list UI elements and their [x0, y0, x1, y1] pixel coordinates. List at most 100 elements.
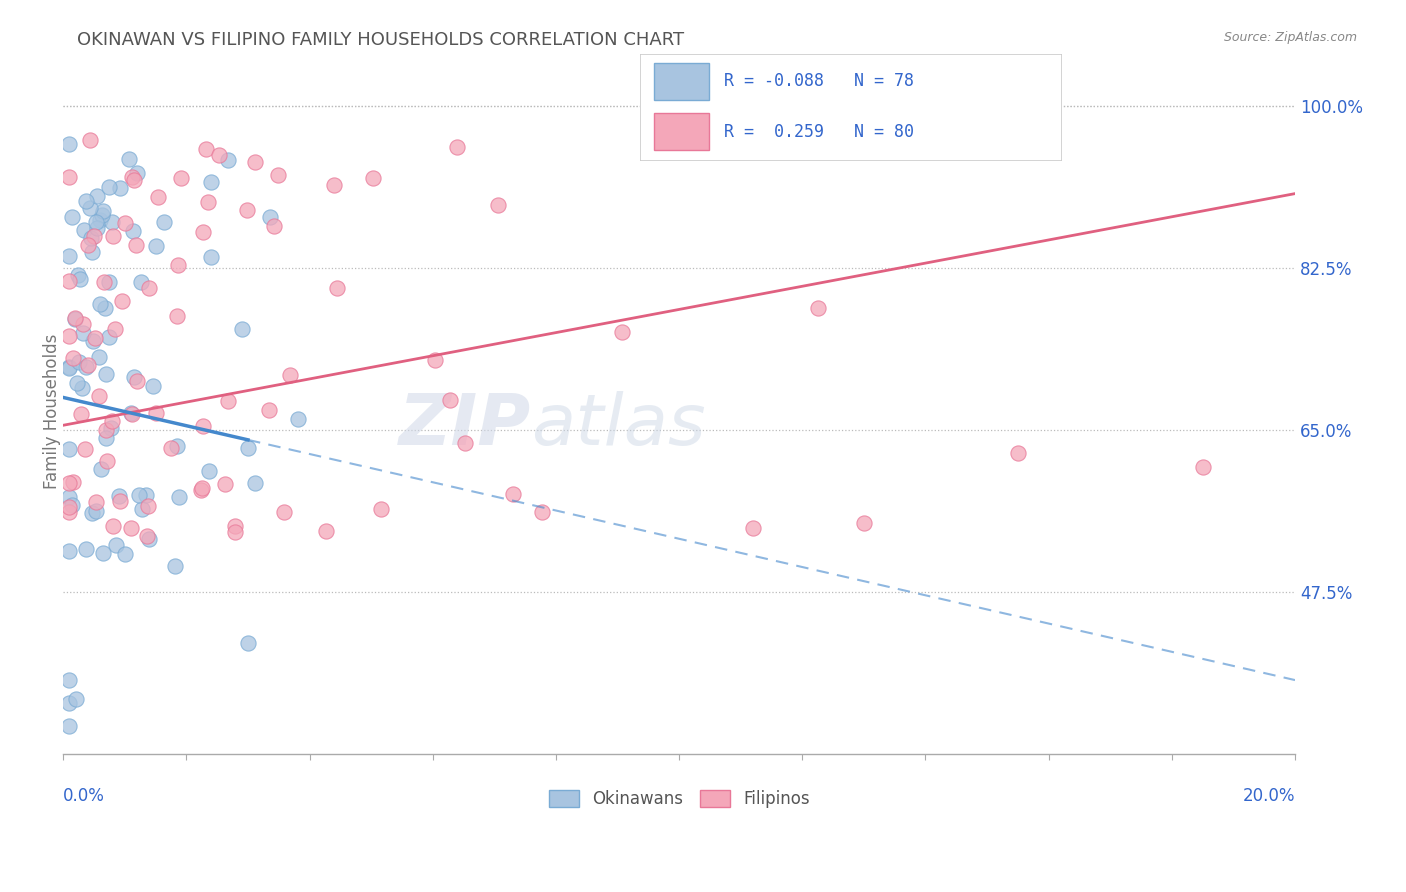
Point: [94, 431, 117, 445]
Point: [86, 221, 108, 235]
Point: [159, 441, 181, 455]
Point: [127, 375, 149, 389]
Point: [224, 519, 246, 533]
Point: [58, 673, 80, 687]
Point: [62, 475, 84, 489]
Point: [224, 525, 246, 540]
Point: [58, 137, 80, 152]
Point: [146, 190, 169, 204]
Text: 20.0%: 20.0%: [1243, 787, 1295, 805]
Point: [165, 558, 187, 573]
Point: [323, 178, 346, 192]
Point: [120, 406, 142, 420]
Point: [145, 239, 167, 253]
Point: [94, 423, 117, 437]
Point: [197, 194, 219, 209]
Point: [58, 274, 80, 288]
Point: [315, 524, 337, 538]
Point: [243, 475, 266, 490]
Text: Source: ZipAtlas.com: Source: ZipAtlas.com: [1223, 31, 1357, 45]
Point: [58, 719, 80, 733]
Point: [122, 224, 145, 238]
Point: [108, 180, 131, 194]
Point: [101, 518, 124, 533]
Point: [86, 188, 108, 202]
Point: [166, 309, 188, 323]
Point: [807, 301, 830, 316]
Point: [82, 334, 104, 349]
Point: [58, 696, 80, 710]
Point: [80, 244, 103, 259]
Point: [610, 325, 633, 339]
Point: [80, 506, 103, 520]
Point: [66, 268, 89, 282]
Point: [101, 215, 124, 229]
Point: [90, 461, 112, 475]
Point: [66, 376, 89, 390]
Point: [138, 532, 160, 546]
FancyBboxPatch shape: [655, 113, 710, 151]
Point: [135, 488, 157, 502]
Point: [60, 498, 83, 512]
Point: [75, 194, 97, 208]
Point: [94, 301, 117, 315]
Point: [454, 435, 477, 450]
Point: [257, 402, 280, 417]
Point: [263, 219, 285, 233]
Point: [214, 476, 236, 491]
Point: [131, 502, 153, 516]
Point: [72, 317, 94, 331]
Point: [267, 168, 290, 182]
Point: [98, 180, 121, 194]
Point: [58, 360, 80, 375]
Point: [125, 238, 148, 252]
Point: [486, 198, 509, 212]
Point: [138, 281, 160, 295]
Point: [58, 544, 80, 558]
Point: [287, 412, 309, 426]
Y-axis label: Family Households: Family Households: [44, 334, 60, 489]
Text: R = -0.088   N = 78: R = -0.088 N = 78: [724, 72, 914, 90]
Point: [446, 139, 468, 153]
Point: [65, 691, 87, 706]
Point: [114, 216, 136, 230]
Point: [69, 272, 91, 286]
Point: [83, 229, 105, 244]
Point: [191, 419, 214, 434]
Point: [89, 213, 111, 227]
Point: [100, 420, 122, 434]
Point: [190, 483, 212, 497]
Point: [194, 143, 217, 157]
Point: [60, 210, 83, 224]
Point: [236, 202, 259, 217]
Point: [58, 169, 80, 184]
Point: [75, 442, 97, 457]
Point: [96, 454, 118, 468]
Point: [122, 172, 145, 186]
Point: [84, 331, 107, 345]
Point: [231, 322, 253, 336]
Point: [87, 389, 110, 403]
Point: [118, 152, 141, 166]
Point: [104, 322, 127, 336]
Point: [84, 495, 107, 509]
Point: [200, 176, 222, 190]
Point: [236, 636, 259, 650]
Point: [142, 379, 165, 393]
Point: [80, 230, 103, 244]
Point: [1191, 459, 1213, 474]
Point: [91, 546, 114, 560]
Point: [152, 215, 174, 229]
Text: 0.0%: 0.0%: [63, 787, 105, 805]
Point: [852, 516, 875, 530]
Point: [62, 351, 84, 365]
Point: [280, 368, 302, 382]
Point: [502, 487, 524, 501]
Point: [97, 330, 120, 344]
FancyBboxPatch shape: [655, 62, 710, 100]
Point: [198, 464, 221, 478]
Point: [97, 275, 120, 289]
Point: [217, 153, 239, 167]
Point: [361, 171, 384, 186]
Point: [120, 521, 142, 535]
